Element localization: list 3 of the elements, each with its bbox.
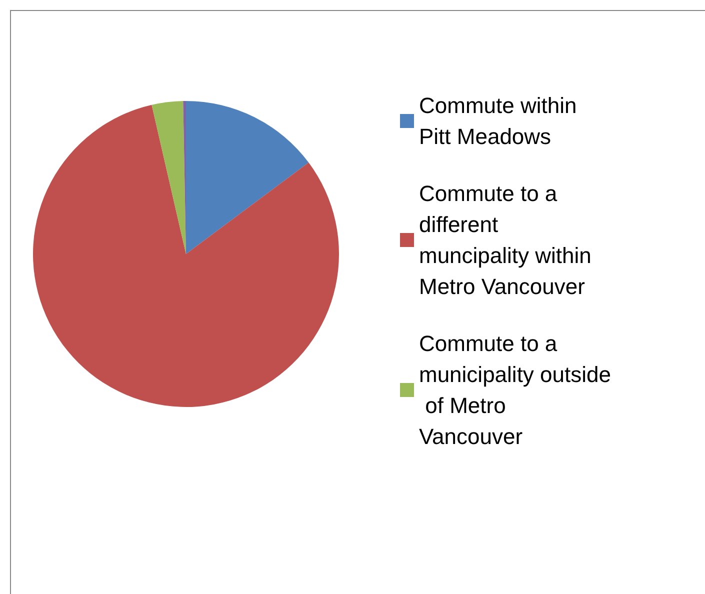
legend-label: Commute to a different muncipality within Metro Vancouver: [419, 181, 598, 299]
legend-label: Commute to a municipality outside of Metro Vancouver: [419, 331, 611, 449]
legend-label: Commute within Pitt Meadows: [419, 93, 583, 149]
